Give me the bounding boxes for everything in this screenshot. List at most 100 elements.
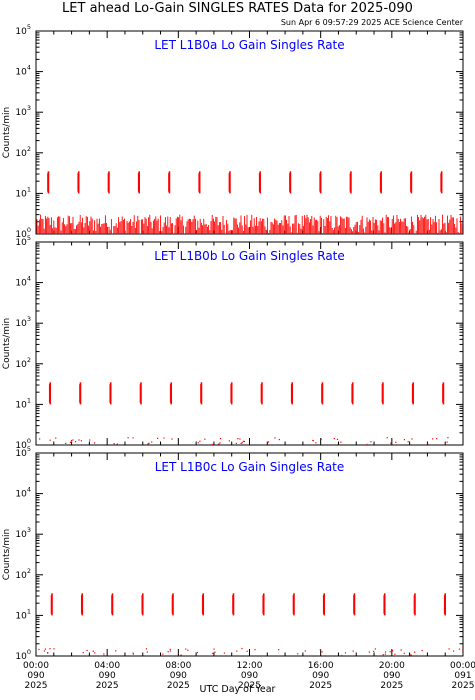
x-tick-label: 2025: [25, 681, 48, 691]
spike-4: [141, 593, 144, 616]
y-axis-label: Counts/min: [2, 107, 12, 158]
noise-dot: [448, 648, 450, 650]
noise-dot: [374, 648, 377, 650]
spike-7: [232, 593, 235, 616]
noise-dot: [70, 439, 73, 442]
noise-dot: [297, 653, 299, 655]
spike-14: [440, 171, 443, 194]
spike-4: [137, 171, 140, 194]
noise-dot: [321, 651, 323, 653]
noise-dot: [80, 440, 82, 442]
noise-dot: [49, 648, 51, 650]
noise-dot: [78, 439, 80, 441]
y-tick-label: 100: [15, 648, 31, 662]
noise-dot: [389, 651, 391, 653]
noise-dot: [366, 443, 368, 446]
noise-dot: [386, 437, 388, 439]
x-tick-label: 00:00: [23, 661, 49, 671]
noise-dot: [392, 650, 394, 652]
spike-14: [443, 593, 447, 616]
noise-dot: [368, 651, 370, 653]
noise-dot: [89, 439, 91, 441]
x-tick-label: 090: [170, 671, 187, 681]
background-series: [36, 214, 463, 234]
y-tick-label: 100: [15, 437, 31, 451]
noise-dot: [236, 650, 238, 652]
noise-dot: [93, 442, 96, 444]
noise-dot: [336, 438, 339, 441]
noise-dot: [49, 439, 51, 441]
noise-dot: [241, 442, 243, 444]
noise-dot: [254, 649, 256, 651]
spike-5: [168, 171, 171, 194]
noise-dot: [427, 443, 429, 445]
noise-dot: [94, 652, 96, 654]
noise-dot: [400, 649, 402, 651]
noise-dot: [103, 654, 105, 657]
spike-9: [290, 382, 294, 405]
spike-6: [198, 171, 201, 194]
noise-dot: [228, 440, 231, 442]
noise-dot: [446, 441, 448, 443]
spike-1: [47, 171, 50, 194]
spike-10: [319, 171, 322, 194]
noise-dot: [403, 439, 406, 441]
noise-dot: [320, 438, 322, 440]
x-tick-label: 2025: [167, 681, 190, 691]
noise-dot: [47, 652, 49, 654]
noise-dot: [92, 650, 94, 652]
noise-dot: [315, 442, 317, 444]
spike-9: [289, 171, 292, 194]
x-tick-label: 090: [27, 671, 44, 681]
noise-dot: [69, 441, 72, 443]
x-tick-label: 16:00: [308, 661, 334, 671]
spike-6: [200, 382, 203, 405]
noise-dot: [267, 441, 270, 443]
y-tick-label: 101: [15, 607, 31, 621]
spike-4: [139, 382, 142, 405]
noise-dot: [246, 650, 248, 652]
panel-title: LET L1B0c Lo Gain Singles Rate: [155, 460, 345, 474]
noise-dot: [146, 651, 148, 653]
chart-main-title: LET ahead Lo-Gain SINGLES RATES Data for…: [62, 1, 413, 16]
noise-dot: [116, 443, 118, 445]
noise-dot: [53, 648, 55, 650]
spike-7: [230, 382, 233, 405]
y-tick-label: 102: [15, 356, 31, 370]
noise-dot: [132, 652, 134, 654]
noise-dot: [127, 437, 129, 439]
x-tick-label: 091: [454, 671, 471, 681]
spike-10: [321, 382, 324, 405]
panel-title: LET L1B0b Lo Gain Singles Rate: [154, 249, 345, 263]
noise-dot: [43, 650, 45, 652]
x-tick-label: 08:00: [165, 661, 191, 671]
spike-13: [410, 171, 413, 194]
noise-dot: [169, 648, 171, 650]
noise-dot: [72, 439, 74, 441]
noise-dot: [55, 437, 57, 439]
noise-dot: [180, 654, 182, 656]
noise-dot: [312, 439, 314, 442]
y-tick-label: 100: [15, 226, 31, 240]
noise-dot: [341, 654, 343, 657]
y-tick-label: 105: [15, 445, 31, 459]
spike-5: [169, 382, 173, 405]
noise-dot: [278, 438, 280, 441]
y-tick-label: 105: [15, 234, 31, 248]
noise-dot: [196, 651, 199, 654]
noise-dot: [115, 650, 117, 652]
noise-dot: [163, 437, 165, 439]
noise-dot: [340, 441, 342, 443]
noise-dot: [432, 438, 434, 440]
noise-dot: [65, 442, 67, 444]
noise-dot: [333, 437, 335, 440]
noise-dot: [171, 438, 173, 440]
y-tick-label: 105: [15, 23, 31, 37]
x-tick-label: 00:00: [450, 661, 475, 671]
noise-dot: [197, 442, 199, 444]
y-tick-label: 103: [15, 315, 31, 329]
noise-dot: [148, 442, 150, 444]
chart-panel-3: 100 101 102 103 104 105 Counts/min LET L1B0c Lo…: [2, 445, 464, 662]
y-axis-label: Counts/min: [2, 529, 12, 580]
